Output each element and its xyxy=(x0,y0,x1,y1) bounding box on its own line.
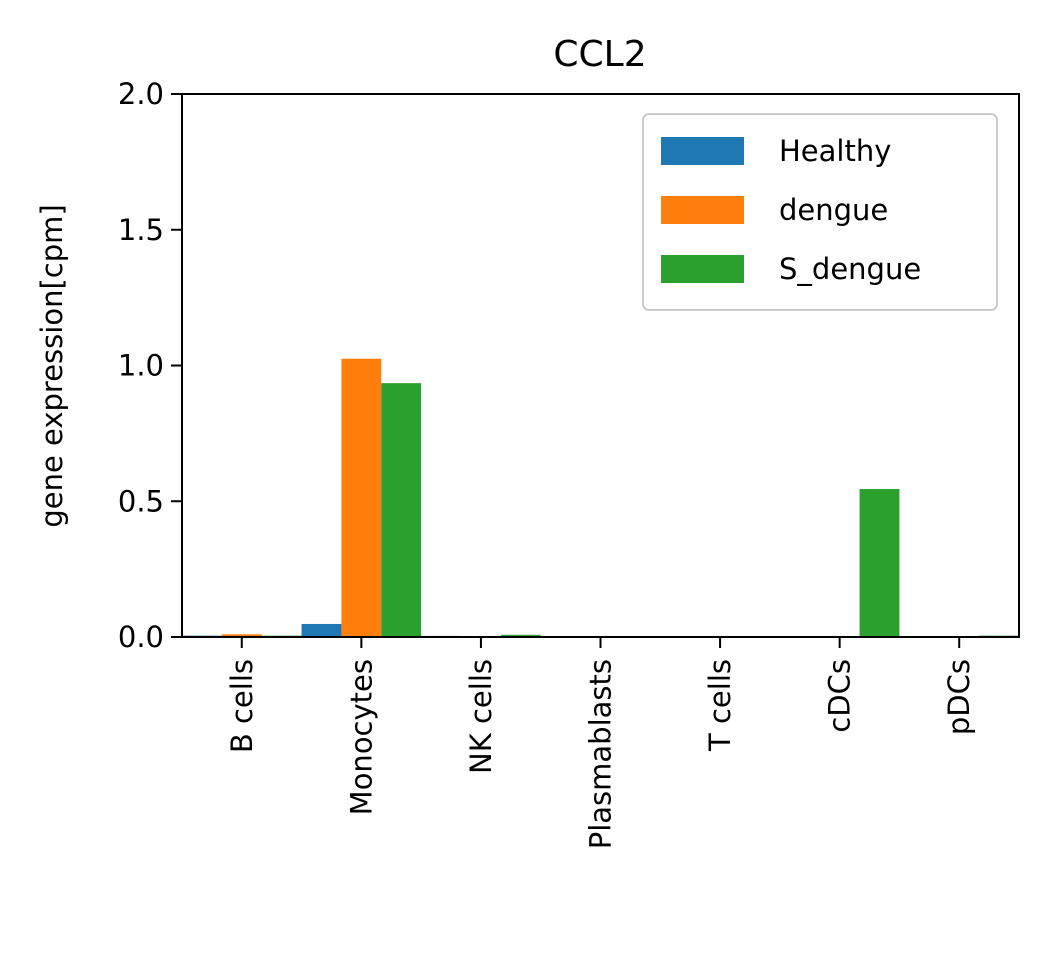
y-axis: 0.0 0.5 1.0 1.5 2.0 xyxy=(118,77,182,654)
x-tick-label: cDCs xyxy=(823,659,857,733)
legend-entry: dengue xyxy=(779,193,888,227)
bar-dengue-b-cells xyxy=(221,634,262,637)
y-axis-label: gene expression[cpm] xyxy=(35,204,69,527)
y-tick-label: 1.0 xyxy=(118,349,164,383)
bar-healthy-monocytes xyxy=(301,623,342,637)
bar-s-dengue-monocytes xyxy=(381,383,422,637)
x-tick-label: NK cells xyxy=(464,659,498,774)
legend-swatch xyxy=(661,196,744,224)
x-tick-label: pDCs xyxy=(942,659,976,735)
x-tick-label: Monocytes xyxy=(344,659,378,815)
y-tick-label: 1.5 xyxy=(118,213,164,247)
bar-s-dengue-cdcs xyxy=(859,489,900,637)
y-tick-label: 0.5 xyxy=(118,484,164,518)
legend-entry: S_dengue xyxy=(779,252,921,286)
y-tick-label: 0.0 xyxy=(118,620,164,654)
bar-s-dengue-nk-cells xyxy=(500,634,541,637)
legend-swatch xyxy=(661,255,744,283)
legend-entry: Healthy xyxy=(779,134,891,168)
x-tick-label: Plasmablasts xyxy=(584,659,618,849)
chart-title: CCL2 xyxy=(553,34,646,75)
x-tick-label: T cells xyxy=(703,659,737,752)
legend: Healthy dengue S_dengue xyxy=(642,113,998,311)
x-tick-label: B cells xyxy=(225,659,259,753)
bar-dengue-monocytes xyxy=(341,358,382,637)
y-tick-label: 2.0 xyxy=(118,77,164,111)
legend-swatch xyxy=(661,137,744,165)
x-axis: B cells Monocytes NK cells Plasmablasts T ce… xyxy=(225,637,976,849)
bars-group xyxy=(182,358,1019,637)
